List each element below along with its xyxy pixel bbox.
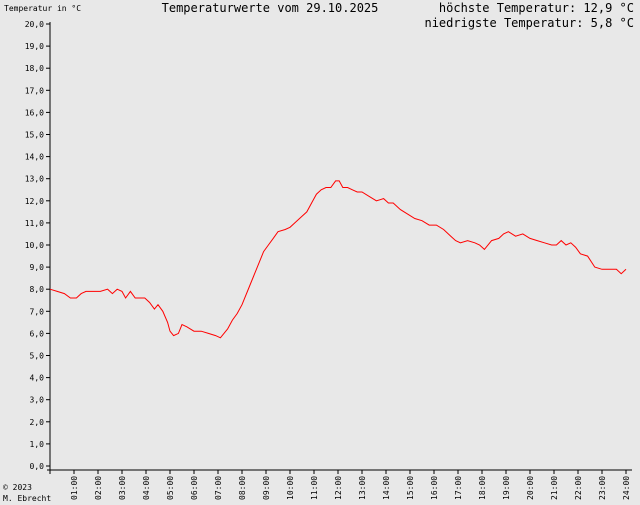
min-temperature-label: niedrigste Temperatur: 5,8 °C: [424, 16, 634, 30]
y-tick-label: 14,0: [25, 153, 44, 162]
x-tick-label: 16:00: [430, 476, 439, 500]
y-tick-label: 8,0: [30, 285, 45, 294]
x-tick-label: 24:00: [622, 476, 631, 500]
x-tick-label: 10:00: [286, 476, 295, 500]
y-tick-label: 20,0: [25, 20, 44, 29]
x-tick-label: 13:00: [358, 476, 367, 500]
x-tick-label: 20:00: [526, 476, 535, 500]
x-tick-label: 01:00: [70, 476, 79, 500]
x-tick-label: 19:00: [502, 476, 511, 500]
max-temperature-label: höchste Temperatur: 12,9 °C: [438, 1, 634, 15]
y-axis-label: Temperatur in °C: [4, 4, 82, 13]
y-tick-label: 15,0: [25, 131, 44, 140]
y-tick-label: 19,0: [25, 42, 44, 51]
footer-credit: © 2023 M. Ebrecht: [3, 482, 51, 504]
y-tick-label: 11,0: [25, 219, 44, 228]
temperature-line: [49, 180, 627, 339]
axis-layer: [46, 22, 632, 474]
y-tick-label: 12,0: [25, 197, 44, 206]
y-tick-label: 17,0: [25, 86, 44, 95]
x-tick-label: 21:00: [550, 476, 559, 500]
x-tick-label: 12:00: [334, 476, 343, 500]
y-tick-label: 4,0: [30, 374, 45, 383]
x-tick-label: 06:00: [190, 476, 199, 500]
x-tick-label: 11:00: [310, 476, 319, 500]
x-tick-label: 15:00: [406, 476, 415, 500]
y-tick-label: 0,0: [30, 462, 45, 471]
chart-title: Temperaturwerte vom 29.10.2025: [161, 1, 379, 15]
x-tick-label: 22:00: [574, 476, 583, 500]
series-layer: [49, 180, 627, 339]
x-tick-label: 14:00: [382, 476, 391, 500]
y-tick-label: 9,0: [30, 263, 45, 272]
x-tick-label: 05:00: [166, 476, 175, 500]
y-tick-label: 2,0: [30, 418, 45, 427]
y-tick-label: 13,0: [25, 175, 44, 184]
copyright-text: © 2023: [3, 483, 32, 492]
x-tick-label: 03:00: [118, 476, 127, 500]
x-tick-label: 23:00: [598, 476, 607, 500]
x-tick-label: 09:00: [262, 476, 271, 500]
x-tick-label: 02:00: [94, 476, 103, 500]
x-tick-labels: 01:00 02:00 03:00 04:00 05:00 06:00 07:00 08:00…: [70, 476, 631, 500]
y-tick-label: 18,0: [25, 64, 44, 73]
x-tick-label: 18:00: [478, 476, 487, 500]
y-tick-label: 10,0: [25, 241, 44, 250]
x-tick-label: 08:00: [238, 476, 247, 500]
x-tick-label: 07:00: [214, 476, 223, 500]
y-tick-label: 1,0: [30, 440, 45, 449]
x-tick-label: 17:00: [454, 476, 463, 500]
y-tick-label: 5,0: [30, 352, 45, 361]
y-tick-label: 6,0: [30, 329, 45, 338]
author-text: M. Ebrecht: [3, 494, 52, 503]
y-tick-label: 16,0: [25, 108, 44, 117]
y-tick-label: 7,0: [30, 307, 45, 316]
y-tick-label: 3,0: [30, 396, 45, 405]
x-tick-label: 04:00: [142, 476, 151, 500]
y-tick-labels: 0,0 1,0 2,0 3,0 4,0 5,0 6,0 7,0 8,0 9,0 10,0 11,0 12…: [25, 20, 44, 471]
